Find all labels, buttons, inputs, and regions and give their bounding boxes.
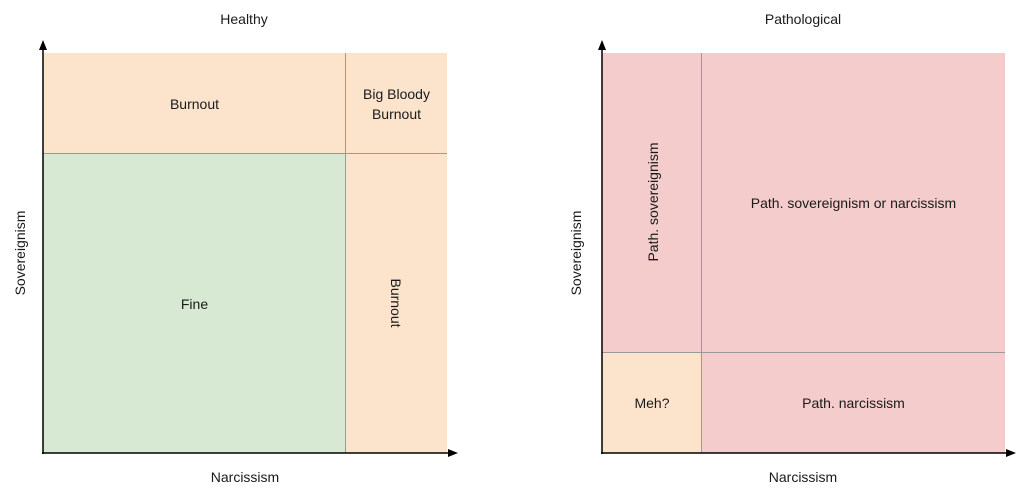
healthy-region-bottom-left: Fine xyxy=(43,154,346,453)
pathological-region-top-right: Path. sovereignism or narcissism xyxy=(702,53,1005,353)
healthy-vertical-divider xyxy=(345,53,346,453)
pathological-horizontal-divider xyxy=(602,352,1005,353)
pathological-y-axis-arrow-icon xyxy=(598,40,606,50)
healthy-horizontal-divider xyxy=(43,153,447,154)
pathological-region-bottom-left-label: Meh? xyxy=(634,395,670,411)
pathological-vertical-divider xyxy=(701,53,702,453)
pathological-region-top-right-label: Path. sovereignism or narcissism xyxy=(750,195,957,211)
healthy-y-axis-arrow-icon xyxy=(39,40,47,50)
pathological-x-axis-label: Narcissism xyxy=(768,469,838,485)
pathological-axes xyxy=(598,40,1016,457)
pathological-region-bottom-right: Path. narcissism xyxy=(702,353,1005,453)
healthy-region-bottom-left-label: Fine xyxy=(180,295,209,312)
healthy-region-top-right-label-line2: Burnout xyxy=(371,105,422,122)
healthy-region-bottom-right xyxy=(346,154,447,453)
healthy-region-top-right-label-line1: Big Bloody xyxy=(363,85,430,102)
healthy-axes xyxy=(39,40,458,457)
pathological-region-bottom-right-label: Path. narcissism xyxy=(802,395,905,411)
healthy-title: Healthy xyxy=(220,11,268,27)
healthy-x-axis-label: Narcissism xyxy=(210,469,280,485)
pathological-region-top-left xyxy=(602,53,702,353)
pathological-x-axis-arrow-icon xyxy=(1006,449,1016,457)
pathological-region-bottom-left: Meh? xyxy=(602,353,702,453)
healthy-region-top-right: Big Bloody Burnout xyxy=(346,53,447,154)
pathological-title: Pathological xyxy=(764,11,842,27)
healthy-region-top-left-label: Burnout xyxy=(169,95,220,112)
healthy-x-axis-arrow-icon xyxy=(448,449,458,457)
healthy-region-top-left: Burnout xyxy=(43,53,346,154)
